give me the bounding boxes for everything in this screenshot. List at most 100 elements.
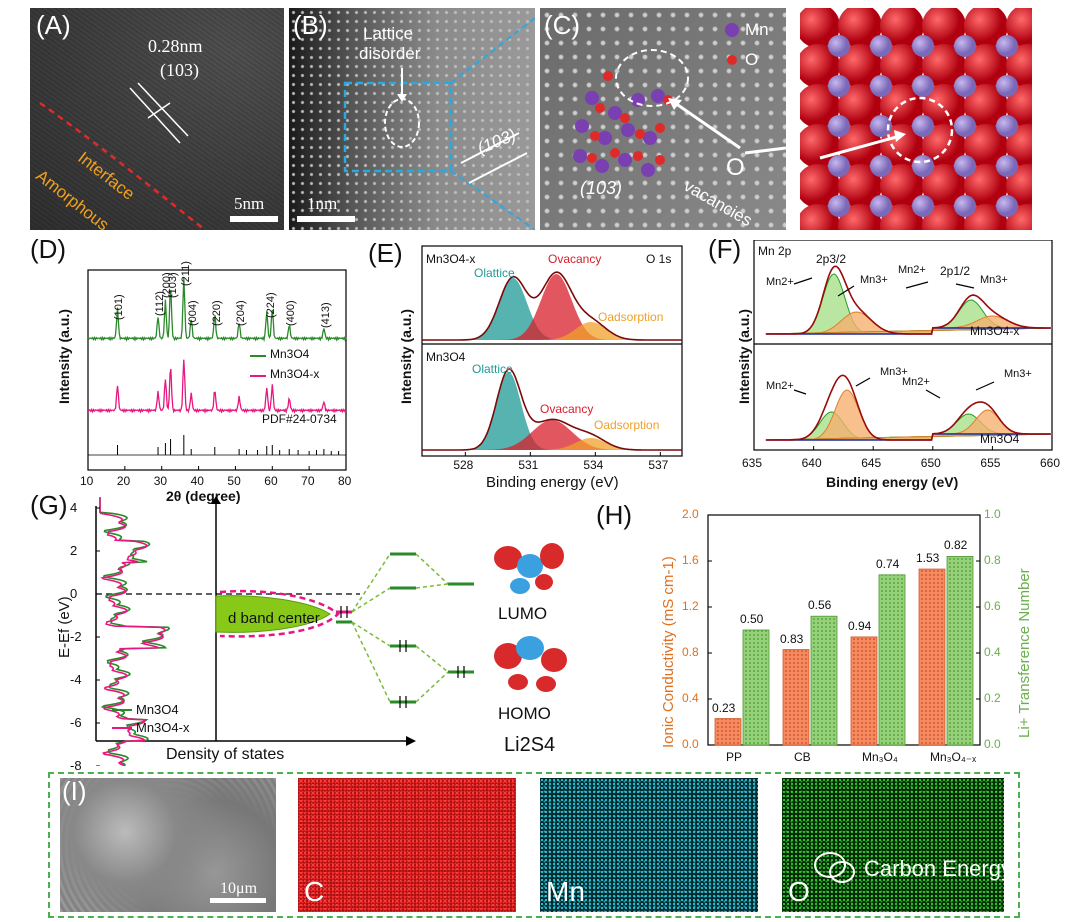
eds-map-c (298, 778, 516, 912)
conductivity-ylabel: Ionic Conductivity (mS cm-1) (660, 556, 677, 748)
dos-ylabel: E-Ef (eV) (56, 596, 73, 658)
xrd-chart (87, 269, 347, 471)
right-tick: 0.2 (984, 691, 1001, 705)
o1s-adsorption-top: Oadsorption (598, 310, 664, 324)
right-tick: 1.0 (984, 507, 1001, 521)
xrd-tick: 30 (153, 474, 168, 488)
xrd-peak-label: (211) (179, 261, 192, 286)
mn2p-mn3-t2: Mn3+ (980, 274, 1008, 286)
panel-label-i: (I) (62, 776, 87, 806)
mn2p-p12: 2p1/2 (940, 264, 971, 278)
o1s-bottom-sample: Mn3O4 (426, 350, 466, 364)
tem-image-a (30, 8, 284, 230)
mn2p-mn2-t1: Mn2+ (766, 276, 794, 288)
panel-label-d: (D) (30, 234, 67, 264)
tem-image-c (540, 8, 786, 230)
dos-tick: -6 (70, 715, 82, 730)
left-tick: 0.8 (682, 645, 699, 659)
left-tick: 1.6 (682, 553, 699, 567)
xrd-tick: 20 (116, 474, 131, 488)
bar-category-label: PP (726, 750, 743, 764)
panel-label-h: (H) (596, 500, 633, 530)
mn2p-mn2-b1: Mn2+ (766, 380, 794, 392)
xrd-legend-2: Mn3O4-x (270, 367, 320, 381)
mn2p-mn2-t2: Mn2+ (898, 264, 926, 276)
eds-map-mn (540, 778, 758, 912)
xrd-peak-label: (101) (113, 294, 126, 320)
o1s-vacancy-bot: Ovacancy (540, 402, 594, 416)
watermark: Carbon Energy (864, 856, 1012, 881)
xrd-tick: 60 (264, 474, 278, 488)
wechat-icon (812, 850, 858, 886)
sem-scale: 10μm (220, 880, 258, 897)
dos-tick: 0 (70, 586, 78, 601)
mn2p-mn3-b1: Mn3+ (880, 366, 908, 378)
panel-label-b: (B) (293, 10, 328, 40)
dos-legend-1: Mn3O4 (136, 702, 179, 717)
sem-image (60, 778, 276, 912)
mn2p-tick: 655 (980, 456, 1001, 470)
bar-conductivity (918, 568, 946, 746)
panel-c: (C) Mn O (103) O vacancies (540, 8, 786, 230)
pdf-label: PDF#24-0734 (262, 412, 337, 426)
xrd-tick: 10 (80, 474, 94, 488)
mn2p-top-sample: Mn3O4-x (970, 324, 1020, 338)
scale-bar-a: 5nm (234, 194, 265, 213)
o1s-tick: 534 (583, 458, 604, 472)
xrd-peak-label: (103) (166, 272, 179, 298)
panel-b: (B) Lattice disorder (103) 1nm (289, 8, 535, 230)
dos-tick: -4 (70, 672, 82, 687)
o1s-adsorption-bot: Oadsorption (594, 418, 660, 432)
crystal-structure-svg (800, 8, 1032, 230)
mn2p-mn3-t1: Mn3+ (860, 274, 888, 286)
bar-value-label: 0.74 (876, 556, 900, 571)
bar-value-label: 0.50 (740, 612, 764, 626)
dos-tick: 4 (70, 500, 78, 515)
lattice-spacing: 0.28nm (148, 36, 203, 56)
mn2p-mn3-b2: Mn3+ (1004, 368, 1032, 380)
panel-label-g: (G) (30, 490, 68, 520)
bar-transference (742, 629, 770, 746)
tem-image-b (289, 8, 535, 230)
left-tick: 0.4 (682, 691, 699, 705)
eds-label-o: O (788, 876, 810, 907)
o1s-lattice-top: Olattice (474, 266, 515, 280)
xrd-peak-label: (220) (210, 300, 223, 326)
bar-value-label: 0.94 (848, 618, 872, 633)
left-tick: 0.0 (682, 737, 699, 751)
crystal-model (800, 8, 1032, 230)
disorder-label-1: Lattice (363, 24, 414, 43)
right-tick: 0.8 (984, 553, 1001, 567)
eds-label-c: C (304, 876, 325, 907)
dos-chart (95, 496, 567, 766)
mn2p-bottom-sample: Mn3O4 (980, 432, 1020, 446)
eds-map-o (782, 778, 1004, 912)
bar-category-label: Mn₃O₄₋ₓ (930, 750, 977, 764)
bar-value-label: 0.83 (780, 631, 804, 646)
xrd-tick: 50 (227, 474, 241, 488)
disorder-label-2: disorder (359, 44, 421, 63)
bar-value-label: 0.56 (808, 598, 832, 613)
dos-tick: -2 (70, 629, 82, 644)
bar-conductivity (714, 718, 742, 746)
mn2p-tick: 645 (861, 456, 882, 470)
mn2p-tick: 640 (801, 456, 822, 470)
o1s-tick: 537 (648, 458, 669, 472)
xrd-peak-label: (204) (235, 300, 248, 326)
panel-label-e: (E) (368, 238, 403, 268)
panel-label-f: (F) (708, 234, 742, 264)
panel-label-c: (C) (544, 10, 581, 40)
o1s-lattice-bot: Olattice (472, 362, 513, 376)
o1s-top-sample: Mn3O4-x (426, 252, 476, 266)
bar-transference (946, 556, 974, 746)
xps-o1s-chart (421, 245, 683, 457)
lumo-label: LUMO (498, 604, 548, 623)
xrd-peak-label: (004) (187, 300, 200, 326)
bar-conductivity (850, 636, 878, 746)
left-tick: 2.0 (682, 507, 699, 521)
panel-a: (A) 0.28nm (103) Interface Amorphous 5nm (30, 8, 284, 230)
dos-legend-2: Mn3O4-x (136, 720, 190, 735)
right-tick: 0.4 (984, 645, 1001, 659)
bar-value-label: 0.82 (944, 538, 968, 553)
scale-bar-b: 1nm (307, 194, 338, 213)
